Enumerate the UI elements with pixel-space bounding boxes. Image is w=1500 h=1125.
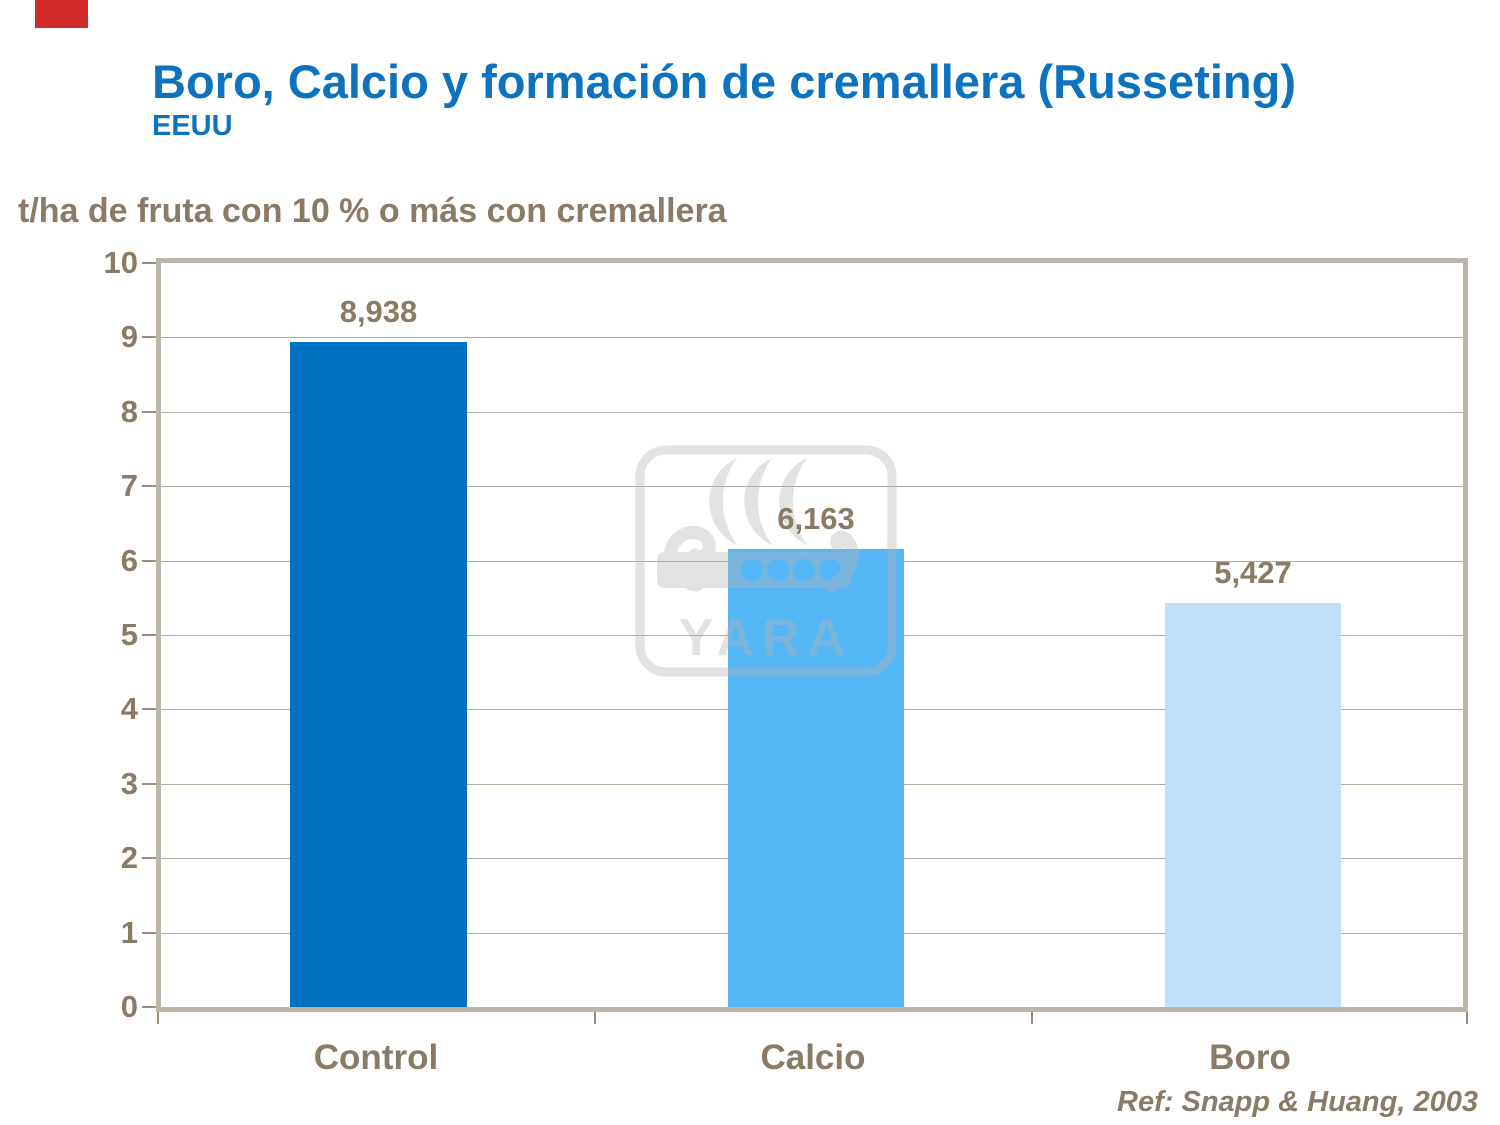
bar-value-control: 8,938	[339, 294, 418, 329]
x-tick-mark	[594, 1012, 596, 1024]
bar-value-calcio: 6,163	[777, 501, 855, 536]
y-tick-label-8: 8	[120, 394, 138, 429]
y-axis-title: t/ha de fruta con 10 % o más con cremall…	[18, 192, 727, 230]
y-tick-label-2: 2	[120, 840, 138, 875]
y-tick-mark	[142, 932, 158, 934]
x-category-boro: Boro	[1209, 1038, 1291, 1077]
y-tick-label-5: 5	[120, 617, 138, 652]
y-tick-label-7: 7	[120, 468, 138, 503]
y-tick-label-3: 3	[120, 766, 138, 801]
y-tick-label-1: 1	[120, 915, 138, 950]
x-tick-mark	[1466, 1012, 1468, 1024]
slide-title: Boro, Calcio y formación de cremallera (…	[152, 55, 1296, 108]
y-tick-label-10: 10	[103, 245, 138, 280]
y-tick-mark	[142, 708, 158, 710]
y-tick-mark	[142, 336, 158, 338]
y-tick-mark	[142, 411, 158, 413]
y-tick-mark	[142, 634, 158, 636]
y-tick-label-6: 6	[120, 543, 138, 578]
bar-value-boro: 5,427	[1214, 555, 1292, 590]
bar-control	[290, 342, 467, 1007]
x-tick-mark	[1031, 1012, 1033, 1024]
plot-area: 8,938 6,163 5,427	[156, 258, 1468, 1012]
red-corner-mark	[35, 0, 88, 28]
y-tick-label-4: 4	[120, 691, 138, 726]
slide-subtitle: EEUU	[152, 110, 233, 142]
x-category-calcio: Calcio	[760, 1038, 866, 1077]
reference-citation: Ref: Snapp & Huang, 2003	[1117, 1086, 1478, 1118]
y-tick-label-0: 0	[120, 989, 138, 1024]
y-tick-mark	[142, 560, 158, 562]
gridline-7	[161, 486, 1463, 487]
x-tick-mark	[157, 1012, 159, 1024]
y-tick-mark	[142, 262, 158, 264]
y-tick-mark	[142, 1006, 158, 1008]
x-category-control: Control	[313, 1038, 439, 1077]
gridline-9	[161, 337, 1463, 338]
y-tick-mark	[142, 485, 158, 487]
y-tick-mark	[142, 783, 158, 785]
y-tick-mark	[142, 857, 158, 859]
bar-boro	[1165, 603, 1341, 1007]
gridline-8	[161, 412, 1463, 413]
y-tick-label-9: 9	[120, 319, 138, 354]
bar-calcio	[728, 549, 904, 1007]
